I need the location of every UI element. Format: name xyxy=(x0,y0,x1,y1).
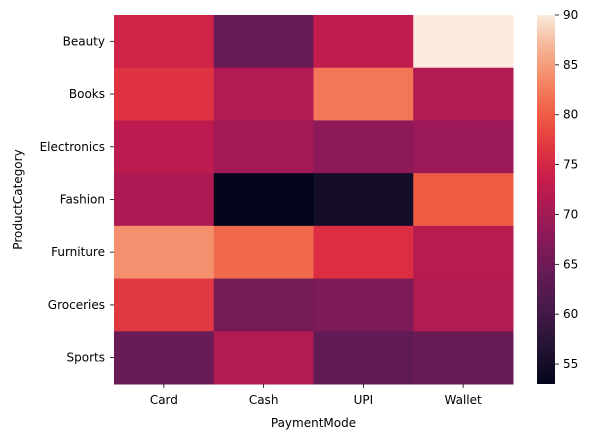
heatmap-cell xyxy=(213,67,314,121)
colorbar-tick-label: 90 xyxy=(563,8,578,22)
heatmap-cell xyxy=(213,15,314,69)
x-tick-label: Cash xyxy=(249,393,279,407)
y-tick-label: Fashion xyxy=(60,193,105,207)
heatmap-cell xyxy=(313,278,414,332)
heatmap-cell xyxy=(413,225,514,280)
heatmap-cell xyxy=(413,173,514,227)
y-tick-label: Books xyxy=(69,87,105,101)
x-axis-label: PaymentMode xyxy=(271,416,356,430)
colorbar-tick-label: 65 xyxy=(563,257,578,271)
heatmap-cell xyxy=(313,331,414,385)
heatmap-cell xyxy=(413,278,514,332)
heatmap-cell xyxy=(413,15,514,69)
heatmap-cell xyxy=(313,15,414,69)
colorbar-tick-label: 55 xyxy=(563,357,578,371)
heatmap-cell xyxy=(413,331,514,385)
y-tick-label: Sports xyxy=(67,351,105,365)
x-tick-label: UPI xyxy=(354,393,374,407)
heatmap-cell xyxy=(313,173,414,227)
heatmap-cell xyxy=(313,225,414,280)
heatmap-cell xyxy=(313,120,414,174)
heatmap-cell xyxy=(114,120,215,174)
heatmap-cell xyxy=(413,67,514,121)
colorbar-tick-label: 60 xyxy=(563,307,578,321)
heatmap-cell xyxy=(213,225,314,280)
colorbar-tick-label: 70 xyxy=(563,207,578,221)
heatmap-cell xyxy=(213,120,314,174)
x-tick-labels: Card Cash UPI Wallet xyxy=(150,384,482,407)
heatmap-cell xyxy=(114,67,215,121)
heatmap-cell xyxy=(114,15,215,69)
y-tick-label: Groceries xyxy=(48,298,105,312)
y-tick-labels: Beauty Books Electronics Fashion Furniture Gr… xyxy=(40,34,114,365)
colorbar xyxy=(537,15,555,384)
x-tick-label: Wallet xyxy=(445,393,483,407)
colorbar-tick-label: 75 xyxy=(563,158,578,172)
heatmap-cells xyxy=(114,15,514,385)
heatmap-cell xyxy=(114,331,215,385)
colorbar-tick-label: 80 xyxy=(563,108,578,122)
x-tick-label: Card xyxy=(150,393,178,407)
heatmap-cell xyxy=(114,278,215,332)
y-axis-label: ProductCategory xyxy=(11,149,25,249)
heatmap-cell xyxy=(413,120,514,174)
heatmap-cell xyxy=(114,173,215,227)
heatmap-cell xyxy=(213,331,314,385)
colorbar-tick-label: 85 xyxy=(563,58,578,72)
y-tick-label: Beauty xyxy=(63,34,105,48)
colorbar-ticks: 55 60 65 70 75 80 85 90 xyxy=(555,8,578,371)
heatmap-cell xyxy=(114,225,215,280)
y-tick-label: Furniture xyxy=(51,245,105,259)
heatmap-cell xyxy=(313,67,414,121)
heatmap-cell xyxy=(213,278,314,332)
heatmap-cell xyxy=(213,173,314,227)
y-tick-label: Electronics xyxy=(40,140,105,154)
